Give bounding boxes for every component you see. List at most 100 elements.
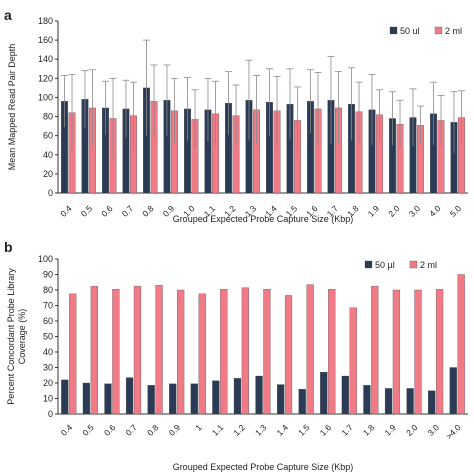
panel-b-letter: b (4, 239, 13, 255)
x-tick-label: 1.8 (361, 422, 377, 438)
y-tick-label: 10 (43, 394, 53, 404)
legend-label-2: 2 ml (420, 260, 437, 270)
y-tick-label: 80 (43, 112, 53, 122)
bar-series2 (155, 285, 163, 415)
bar-series2 (241, 287, 249, 415)
x-tick-label: 0.8 (140, 203, 156, 219)
bar-series1 (169, 383, 177, 415)
legend-label-2: 2 ml (445, 26, 462, 36)
x-tick-label: 2.0 (386, 203, 402, 219)
x-tick-label: 3.0 (426, 422, 442, 438)
bar-series1 (190, 383, 198, 415)
bar-series1 (320, 371, 328, 415)
x-tick-label: 1.6 (318, 422, 334, 438)
legend-swatch-1 (389, 26, 398, 35)
bar-series2 (112, 289, 120, 415)
bar-series2 (284, 295, 293, 415)
x-tick-label: 1.3 (253, 422, 269, 438)
chart-panel-a: a 0 20 40 60 80 100 120 140 160 180 Mean Mapped Re… (4, 7, 468, 224)
bar-series2 (263, 289, 271, 415)
bar-series1 (82, 382, 91, 415)
bar-series1 (428, 390, 436, 415)
bar-series1 (104, 383, 112, 415)
y-tick-label: 60 (43, 131, 53, 141)
bar-series2 (328, 289, 336, 415)
x-tick-label: 0.6 (99, 203, 115, 219)
bar-series1 (341, 375, 349, 415)
x-tick-label: 5.0 (448, 203, 464, 219)
x-tick-label: 4.0 (427, 203, 443, 219)
bar-series2 (69, 293, 77, 415)
bar-series2 (435, 289, 444, 415)
y-tick-label: 140 (38, 54, 53, 64)
bar-series2 (306, 284, 314, 415)
y-tick-label: 50 (43, 332, 53, 342)
x-tick-label: 0.7 (124, 422, 140, 438)
panel-a-letter: a (4, 7, 12, 23)
bar-series2 (349, 307, 357, 415)
bar-series1 (147, 385, 155, 415)
bar-series1 (406, 388, 414, 415)
x-tick-label: 1.1 (210, 422, 226, 438)
x-tick-label: 1.9 (366, 203, 382, 219)
y-tick-label: 100 (38, 254, 53, 264)
y-tick-label: 60 (43, 316, 53, 326)
bar-series1 (125, 377, 134, 415)
bar-series1 (363, 385, 371, 415)
y-tick-label: 20 (43, 378, 53, 388)
legend-swatch-2 (434, 26, 443, 35)
y-tick-label: 70 (43, 301, 53, 311)
x-tick-label: 0.5 (79, 203, 95, 219)
x-tick-label: 1.9 (382, 422, 398, 438)
x-axis-title: Grouped Expected Probe Capture Size (Kbp… (173, 214, 354, 224)
y-tick-label: 0 (48, 188, 53, 198)
y-tick-label: 90 (43, 270, 53, 280)
y-axis-title: Mean Mapped Read Pair Depth (7, 44, 17, 171)
bar-series1 (298, 389, 306, 415)
bar-series1 (384, 388, 393, 415)
bar-series1 (233, 378, 242, 415)
y-tick-label: 20 (43, 169, 53, 179)
x-tick-label: 0.5 (80, 422, 96, 438)
bar-series1 (277, 384, 285, 415)
bar-series2 (177, 289, 185, 415)
chart-panel-b: b 0 10 20 30 40 50 60 70 80 90 100 Percent Concorda… (4, 239, 468, 472)
y-tick-label: 160 (38, 35, 53, 45)
x-tick-label: 0.7 (120, 203, 136, 219)
x-tick-label: 1 (193, 422, 204, 433)
legend-swatch-2 (409, 260, 418, 269)
x-tick-label: 0.9 (167, 422, 183, 438)
y-tick-label: 40 (43, 347, 53, 357)
bar-series1 (255, 375, 263, 415)
x-tick-label: 3.0 (407, 203, 423, 219)
bar-series2 (198, 293, 206, 415)
bar-series1 (212, 380, 220, 415)
legend-label-1: 50 ul (400, 26, 420, 36)
x-tick-label: >4.0 (444, 422, 463, 441)
y-axis-title-line1: Percent Concordant Probe Library (6, 268, 16, 405)
x-tick-label: 0.4 (58, 203, 74, 219)
legend-label-1: 50 µl (375, 260, 395, 270)
legend-swatch-1 (364, 260, 373, 269)
y-tick-label: 80 (43, 285, 53, 295)
y-axis-title-line2: Coverage (%) (17, 309, 27, 365)
x-tick-label: 0.6 (102, 422, 118, 438)
bar-series2 (133, 285, 142, 415)
y-tick-label: 40 (43, 150, 53, 160)
x-tick-label: 1.5 (296, 422, 312, 438)
bar-series2 (371, 285, 379, 415)
x-tick-label: 0.4 (59, 422, 75, 438)
y-tick-label: 100 (38, 92, 53, 102)
y-tick-label: 120 (38, 73, 53, 83)
y-tick-label: 30 (43, 363, 53, 373)
bar-series2 (414, 289, 422, 415)
bar-series2 (392, 289, 401, 415)
y-tick-label: 0 (48, 409, 53, 419)
y-axis-title: Percent Concordant Probe LibraryCoverage… (6, 268, 27, 405)
x-tick-label: 1.2 (231, 422, 247, 438)
bar-series1 (61, 379, 69, 415)
bar-series1 (449, 367, 457, 415)
bar-series2 (220, 289, 228, 415)
x-axis-title: Grouped Expected Probe Capture Size (Kbp… (173, 462, 354, 472)
